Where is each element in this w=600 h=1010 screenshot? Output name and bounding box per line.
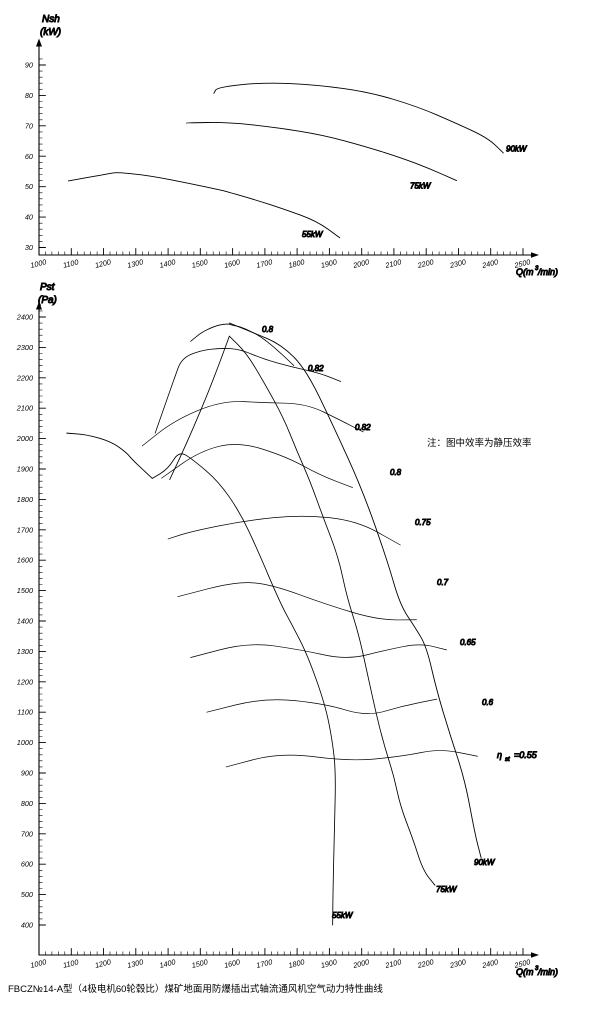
svg-text:600: 600 — [21, 860, 33, 869]
svg-text:(Pa): (Pa) — [38, 295, 57, 306]
svg-text:0.75: 0.75 — [415, 518, 431, 527]
svg-text:30: 30 — [25, 243, 33, 252]
svg-text:400: 400 — [21, 921, 33, 930]
svg-text:0.82: 0.82 — [355, 423, 371, 432]
svg-text:70: 70 — [25, 121, 33, 130]
svg-text:90kW: 90kW — [506, 145, 528, 154]
svg-text:60: 60 — [25, 152, 33, 161]
svg-text:1500: 1500 — [17, 586, 33, 595]
svg-text:2000: 2000 — [16, 434, 33, 443]
svg-text:η: η — [497, 750, 502, 760]
svg-text:2300: 2300 — [16, 343, 33, 352]
svg-text:/min): /min) — [537, 267, 558, 277]
svg-text:(kW): (kW) — [40, 27, 61, 38]
svg-text:500: 500 — [21, 890, 33, 899]
svg-text:90: 90 — [25, 61, 33, 70]
svg-text:75kW: 75kW — [410, 182, 432, 191]
svg-text:800: 800 — [21, 799, 33, 808]
svg-text:1000: 1000 — [17, 738, 33, 747]
svg-text:40: 40 — [25, 213, 33, 222]
svg-text:55kW: 55kW — [332, 911, 354, 920]
svg-text:50: 50 — [25, 182, 33, 191]
svg-text:700: 700 — [21, 829, 33, 838]
svg-text:80: 80 — [25, 91, 33, 100]
svg-text:1700: 1700 — [17, 525, 33, 534]
svg-text:FBCZ№14-A型（4极电机60轮毂比）煤矿地面用防爆插出: FBCZ№14-A型（4极电机60轮毂比）煤矿地面用防爆插出式轴流通风机空气动力… — [8, 983, 383, 995]
svg-text:1100: 1100 — [17, 708, 33, 717]
svg-text:0.8: 0.8 — [390, 468, 402, 477]
svg-text:Q(m: Q(m — [516, 967, 534, 977]
svg-text:2100: 2100 — [16, 404, 33, 413]
svg-text:Pst: Pst — [40, 282, 56, 293]
svg-text:1900: 1900 — [17, 465, 33, 474]
svg-text:2200: 2200 — [16, 373, 33, 382]
svg-text:0.7: 0.7 — [437, 578, 449, 587]
svg-text:1200: 1200 — [17, 677, 33, 686]
svg-text:Nsh: Nsh — [42, 14, 60, 25]
svg-text:900: 900 — [21, 769, 33, 778]
svg-text:注：图中效率为静压效率: 注：图中效率为静压效率 — [427, 437, 532, 449]
svg-text:2400: 2400 — [16, 313, 33, 322]
svg-text:/min): /min) — [537, 967, 558, 977]
svg-text:1800: 1800 — [17, 495, 33, 504]
svg-text:st: st — [505, 757, 510, 763]
svg-text:1400: 1400 — [17, 617, 33, 626]
svg-text:75kW: 75kW — [436, 885, 458, 894]
svg-text:0.6: 0.6 — [482, 698, 494, 707]
svg-text:1600: 1600 — [17, 556, 33, 565]
svg-text:0.65: 0.65 — [460, 638, 476, 647]
svg-text:55kW: 55kW — [302, 230, 324, 239]
svg-text:=0.55: =0.55 — [514, 750, 538, 760]
svg-text:90kW: 90kW — [474, 858, 496, 867]
svg-text:0.8: 0.8 — [262, 325, 274, 334]
svg-text:0.82: 0.82 — [308, 364, 324, 373]
svg-text:1300: 1300 — [17, 647, 33, 656]
svg-text:Q(m: Q(m — [516, 267, 534, 277]
